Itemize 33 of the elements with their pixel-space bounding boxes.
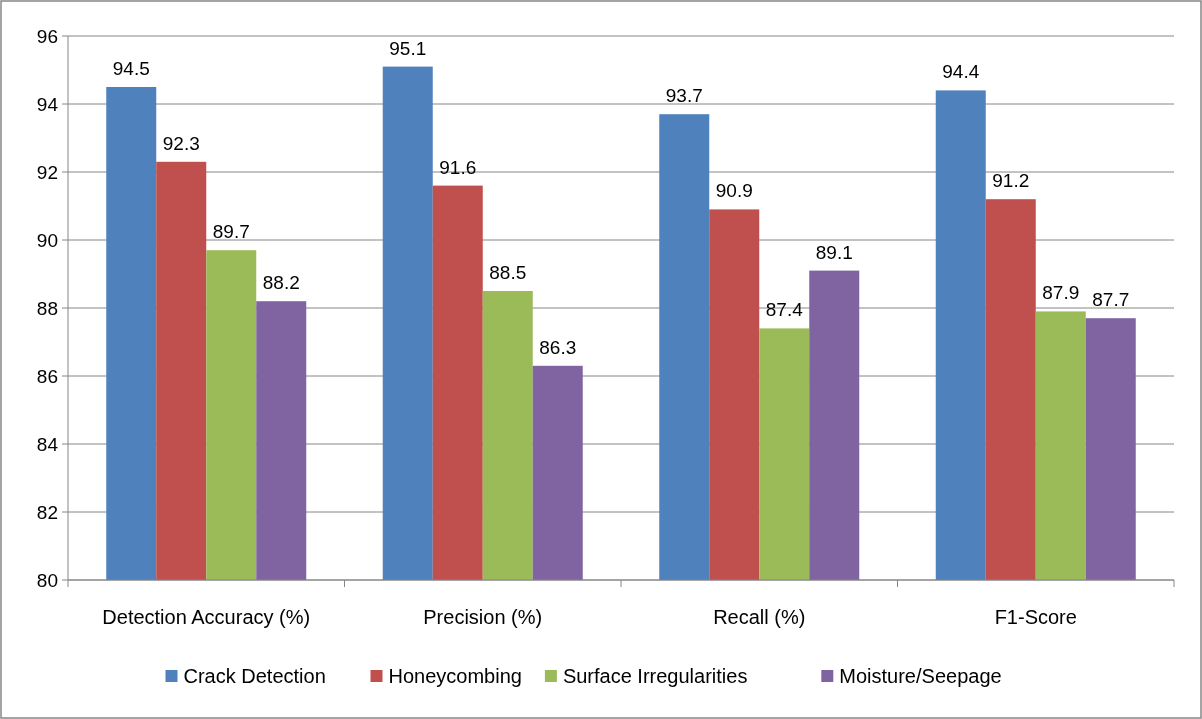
- data-label: 86.3: [539, 336, 577, 358]
- data-label: 87.9: [1042, 282, 1080, 304]
- legend-label: Moisture/Seepage: [839, 665, 1002, 687]
- y-tick-label: 94: [36, 93, 59, 115]
- data-label: 92.3: [162, 132, 200, 154]
- x-tick-label: Detection Accuracy (%): [102, 606, 311, 628]
- data-label: 93.7: [665, 85, 703, 107]
- x-tick-label: Recall (%): [713, 606, 806, 628]
- data-label: 89.7: [212, 221, 250, 243]
- y-tick-label: 92: [36, 161, 58, 183]
- y-tick-label: 86: [36, 365, 58, 387]
- y-tick-label: 82: [36, 501, 58, 523]
- data-label: 95.1: [389, 37, 427, 59]
- data-label: 91.2: [992, 170, 1030, 192]
- data-label: 94.5: [112, 58, 150, 79]
- data-label: 94.4: [942, 61, 980, 83]
- y-tick-label: 96: [36, 25, 58, 47]
- y-tick-label: 88: [36, 297, 58, 319]
- x-tick-label: F1-Score: [994, 606, 1077, 628]
- legend-label: Crack Detection: [183, 665, 326, 687]
- y-tick-label: 80: [36, 569, 58, 591]
- data-label: 87.4: [765, 299, 804, 321]
- data-label: 88.2: [262, 272, 300, 294]
- data-label: 87.7: [1092, 289, 1130, 311]
- data-label: 91.6: [439, 156, 477, 178]
- x-tick-label: Precision (%): [423, 606, 543, 628]
- data-label: 90.9: [715, 180, 753, 202]
- legend-label: Honeycombing: [388, 665, 522, 687]
- legend-label: Surface Irregularities: [562, 665, 748, 687]
- data-label: 88.5: [489, 262, 527, 283]
- data-label: 89.1: [815, 241, 853, 263]
- y-tick-label: 84: [36, 433, 59, 455]
- y-tick-label: 90: [36, 229, 58, 251]
